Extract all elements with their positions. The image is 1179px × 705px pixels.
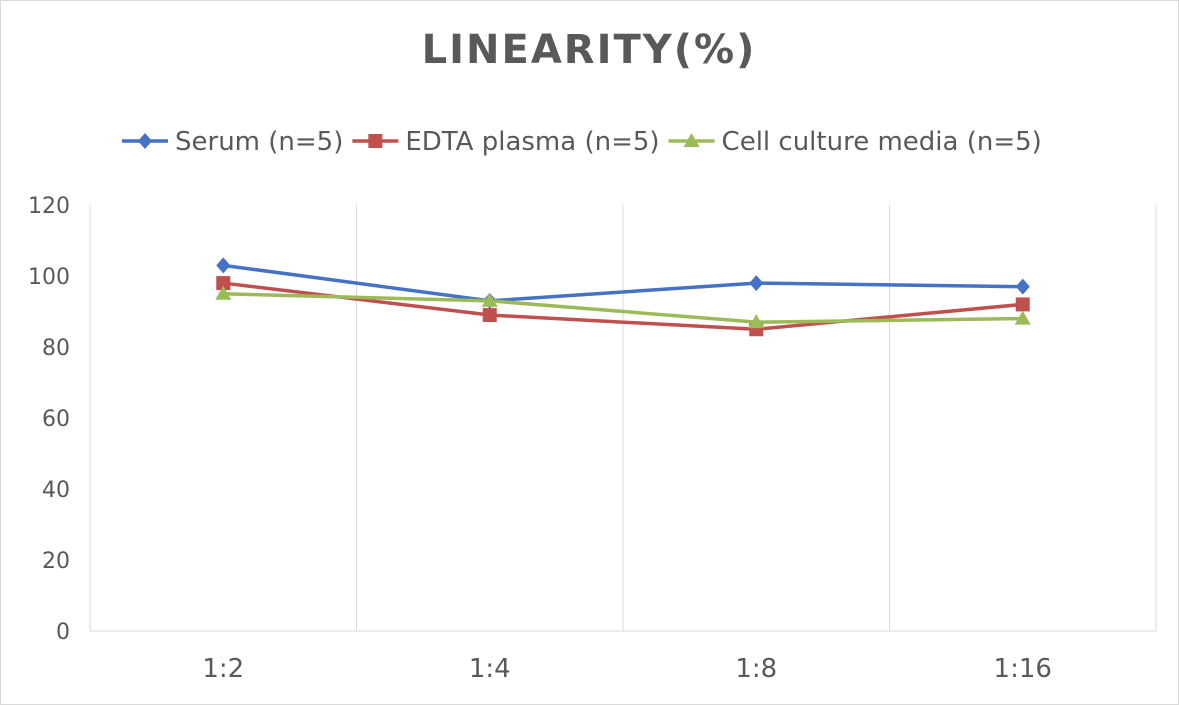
series-2 <box>215 285 1031 329</box>
y-tick-label: 120 <box>28 194 70 219</box>
series-1 <box>216 276 1030 337</box>
square-marker <box>216 276 231 291</box>
series-group <box>215 257 1031 337</box>
x-tick-label: 1:4 <box>469 654 511 684</box>
y-tick-label: 60 <box>42 407 70 432</box>
diamond-marker <box>216 257 231 274</box>
y-tick-label: 40 <box>42 478 70 503</box>
legend-item: EDTA plasma (n=5) <box>352 127 660 157</box>
square-marker <box>368 134 383 148</box>
x-tick-label: 1:8 <box>735 654 777 684</box>
series-0 <box>216 257 1030 309</box>
diamond-marker <box>138 133 152 149</box>
y-axis: 0 20 40 60 80 100 120 <box>28 194 70 645</box>
x-tick-label: 1:16 <box>994 654 1052 684</box>
series-line <box>223 281 1023 331</box>
triangle-marker <box>683 133 700 147</box>
legend-label: EDTA plasma (n=5) <box>405 127 659 157</box>
triangle-marker <box>215 285 232 300</box>
diamond-marker <box>749 275 764 292</box>
square-marker <box>482 308 497 323</box>
x-tick-label: 1:2 <box>202 654 244 684</box>
triangle-marker <box>481 292 498 307</box>
gridlines <box>89 205 1157 632</box>
diamond-marker <box>1015 278 1030 295</box>
y-tick-label: 0 <box>56 620 70 645</box>
square-marker <box>1015 297 1030 312</box>
legend-item: Cell culture media (n=5) <box>668 127 1042 157</box>
y-tick-label: 20 <box>42 549 70 574</box>
y-tick-label: 100 <box>28 265 70 290</box>
x-axis: 1:2 1:4 1:8 1:16 <box>202 654 1052 684</box>
triangle-marker <box>1014 310 1031 325</box>
legend-label: Cell culture media (n=5) <box>722 127 1042 157</box>
legend-item: Serum (n=5) <box>122 127 343 157</box>
y-tick-label: 80 <box>42 336 70 361</box>
series-line <box>223 263 1023 303</box>
chart-title: LINEARITY(%) <box>422 27 757 73</box>
triangle-marker <box>748 314 765 329</box>
series-line <box>223 292 1023 324</box>
legend-label: Serum (n=5) <box>175 127 343 157</box>
legend: Serum (n=5) EDTA plasma (n=5) Cell culture… <box>122 127 1042 157</box>
